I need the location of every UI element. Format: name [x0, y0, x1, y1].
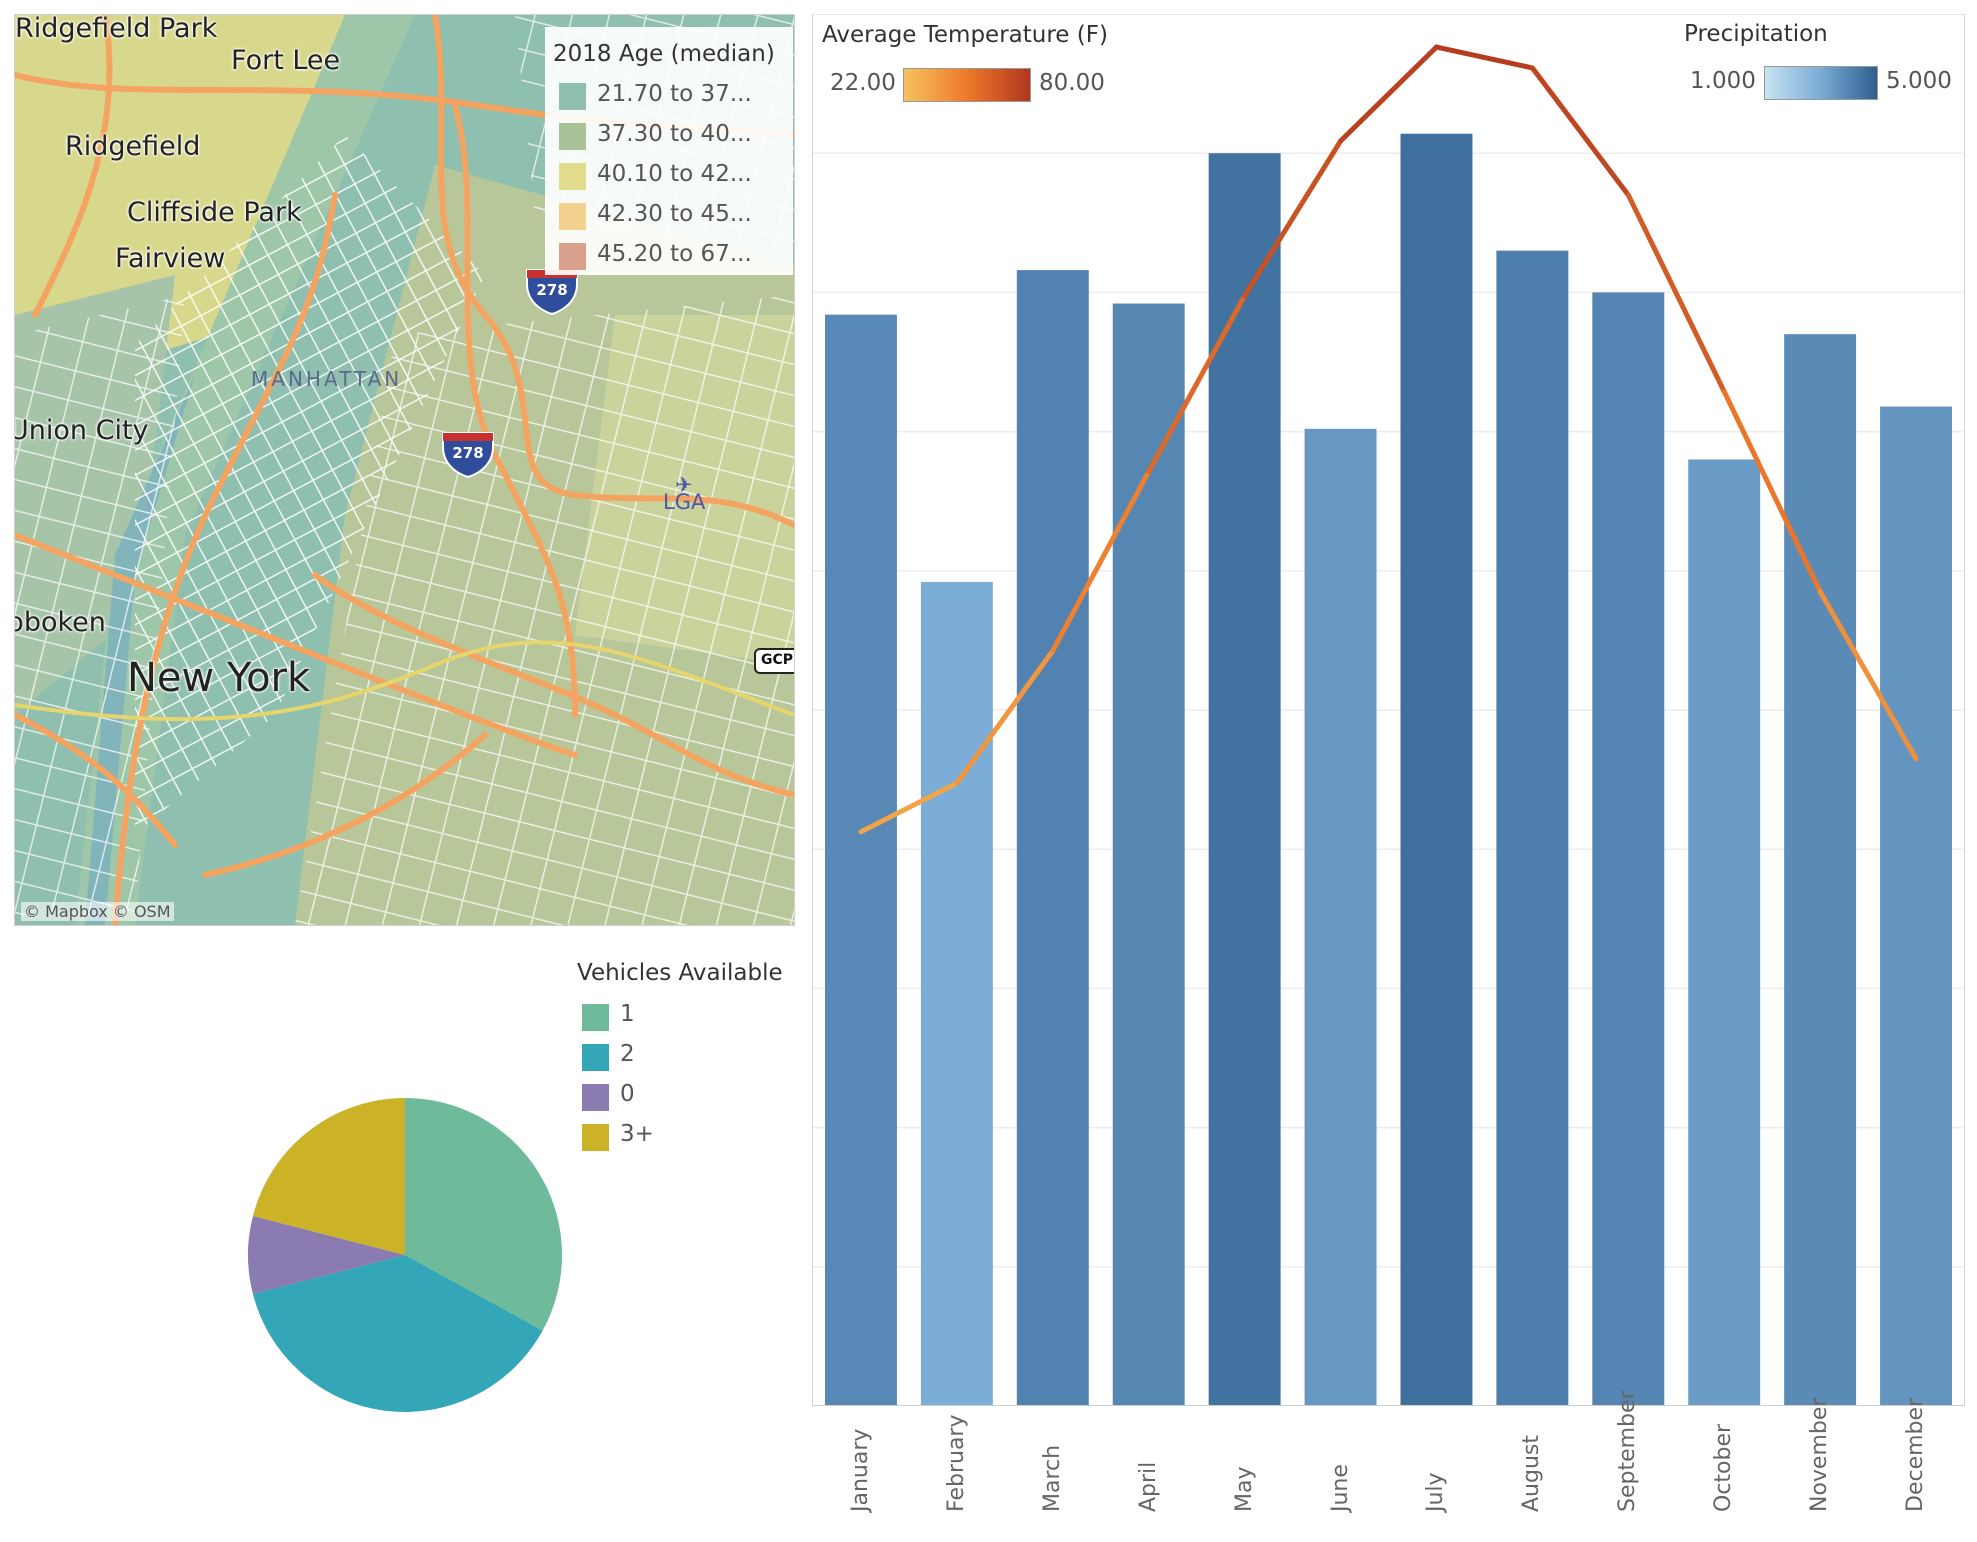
temperature-line-segment[interactable] [954, 648, 1056, 786]
i278-shield-b [442, 432, 494, 479]
bar-january[interactable] [824, 314, 897, 1406]
temperature-line-segment[interactable] [1433, 44, 1535, 71]
x-tick-label: November [1807, 1397, 1833, 1512]
x-tick-label: March [1039, 1444, 1065, 1512]
vehicles-legend-swatch [582, 1124, 609, 1151]
i278-label-b: 278 [452, 444, 484, 462]
x-tick-label: May [1231, 1466, 1257, 1512]
weather-combo-chart[interactable] [812, 14, 1965, 1406]
vehicles-legend-label: 3+ [620, 1121, 654, 1147]
place-lga: LGA [663, 490, 706, 514]
vehicles-legend-label: 0 [620, 1081, 635, 1107]
i278-label-a: 278 [536, 281, 568, 299]
age-legend-label: 45.20 to 67... [597, 241, 752, 267]
temperature-line-segment[interactable] [1625, 192, 1727, 395]
pie-slice-2[interactable] [252, 1255, 543, 1412]
age-legend-title: 2018 Age (median) [553, 41, 775, 67]
bar-may[interactable] [1208, 153, 1281, 1406]
x-tick-label: January [847, 1428, 873, 1512]
map-panel[interactable]: Ridgefield Park Fort Lee Ridgefield Clif… [14, 14, 795, 926]
temperature-line-segment[interactable] [1817, 589, 1919, 762]
x-tick-label: September [1615, 1390, 1641, 1512]
temperature-line-segment[interactable] [858, 780, 960, 835]
place-ridgefield: Ridgefield [65, 131, 201, 162]
age-legend-swatch [559, 83, 586, 110]
precipitation-legend-max: 5.000 [1886, 68, 1952, 94]
vehicles-legend-swatch [582, 1044, 609, 1071]
manhattan-streets [135, 135, 485, 835]
temperature-line-segment[interactable] [1242, 138, 1344, 299]
place-new-york: New York [127, 655, 311, 701]
x-tick-label: October [1711, 1423, 1737, 1512]
temperature-line-segment[interactable] [1338, 44, 1439, 144]
x-tick-label: July [1423, 1472, 1449, 1512]
map-attribution[interactable]: © Mapbox © OSM [21, 902, 174, 921]
age-legend-label: 37.30 to 40... [597, 121, 752, 147]
precipitation-legend-min: 1.000 [1690, 68, 1756, 94]
age-legend-swatch [559, 123, 586, 150]
x-tick-label: June [1327, 1464, 1353, 1512]
pie-slice-0[interactable] [248, 1215, 405, 1295]
gcp-shield [754, 648, 794, 674]
temperature-line-segment[interactable] [1529, 65, 1631, 198]
bar-june[interactable] [1304, 428, 1377, 1406]
place-union-city: Union City [14, 415, 149, 446]
x-tick-label: February [943, 1414, 969, 1513]
nj-streets [15, 295, 185, 915]
vehicles-legend-swatch [582, 1084, 609, 1111]
place-manhattan: MANHATTAN [251, 367, 403, 391]
age-legend-label: 21.70 to 37... [597, 81, 752, 107]
temperature-line-segment[interactable] [1050, 469, 1152, 654]
age-legend-label: 42.30 to 45... [597, 201, 752, 227]
airplane-icon: ✈ [675, 473, 693, 497]
temperature-legend-max: 80.00 [1039, 70, 1105, 96]
pie-slice-1[interactable] [405, 1098, 562, 1331]
temperature-line-segment[interactable] [1721, 389, 1823, 595]
temperature-line-segment[interactable] [1146, 293, 1248, 475]
age-legend-swatch [559, 163, 586, 190]
bar-february[interactable] [920, 581, 993, 1406]
place-fort-lee: Fort Lee [231, 45, 341, 76]
bar-august[interactable] [1496, 250, 1569, 1406]
temperature-legend-min: 22.00 [830, 70, 896, 96]
temperature-gradient [903, 68, 1031, 102]
i278-shield-a [526, 269, 578, 316]
bar-march[interactable] [1016, 270, 1089, 1406]
vehicles-legend-title: Vehicles Available [577, 960, 783, 986]
age-legend-label: 40.10 to 42... [597, 161, 752, 187]
temperature-legend-title: Average Temperature (F) [822, 22, 1108, 48]
bar-november[interactable] [1784, 334, 1857, 1406]
age-legend-swatch [559, 203, 586, 230]
x-tick-label: April [1135, 1461, 1161, 1512]
bar-july[interactable] [1400, 133, 1473, 1406]
vehicles-legend-swatch [582, 1004, 609, 1031]
parkway [15, 640, 794, 722]
bar-october[interactable] [1688, 459, 1761, 1406]
age-legend: 2018 Age (median) 21.70 to 37... 37.30 t… [545, 27, 793, 275]
queens-streets [295, 295, 794, 925]
vehicles-legend-label: 1 [620, 1001, 635, 1027]
gcp-label: GCP [760, 652, 794, 668]
vehicles-pie-chart[interactable] [240, 1090, 570, 1420]
precipitation-gradient [1764, 66, 1878, 100]
pie-slice-3plus[interactable] [252, 1098, 405, 1255]
bar-december[interactable] [1880, 406, 1953, 1406]
age-legend-swatch [559, 243, 586, 270]
vehicles-legend-label: 2 [620, 1041, 635, 1067]
bar-september[interactable] [1592, 292, 1665, 1406]
place-fairview: Fairview [115, 243, 226, 274]
x-tick-label: December [1903, 1397, 1929, 1512]
bar-april[interactable] [1112, 303, 1185, 1406]
precipitation-legend-title: Precipitation [1684, 21, 1828, 47]
place-ridgefield-park: Ridgefield Park [15, 14, 218, 44]
x-tick-label: August [1519, 1435, 1545, 1512]
place-hoboken: Hoboken [15, 607, 106, 638]
place-cliffside-park: Cliffside Park [127, 197, 302, 228]
